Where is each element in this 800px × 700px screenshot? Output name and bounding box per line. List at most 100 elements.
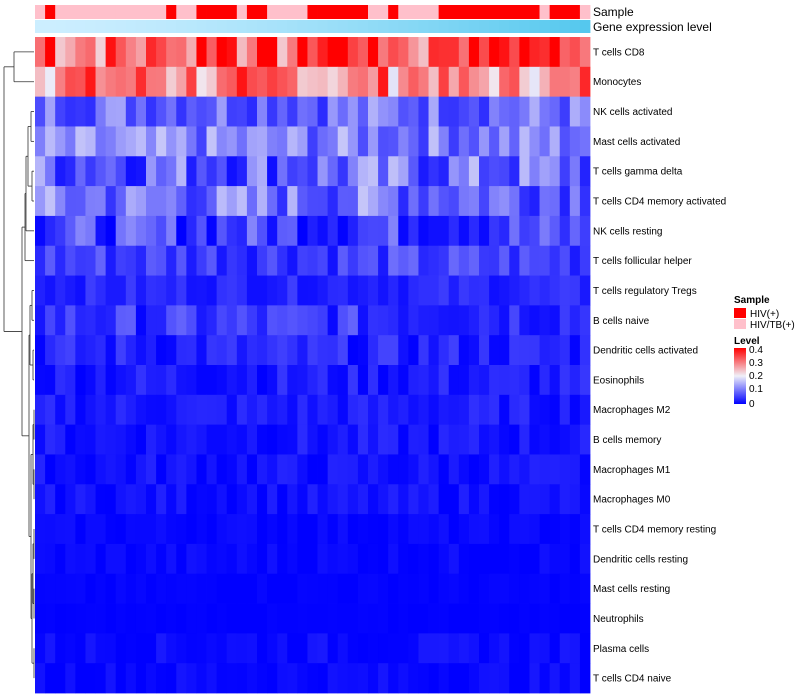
heatmap-cell: [428, 514, 440, 545]
heatmap-cell: [418, 215, 429, 247]
heatmap-cell: [186, 424, 197, 455]
row-label: T cells gamma delta: [593, 167, 683, 178]
heatmap-cell: [468, 126, 480, 157]
heatmap-cell: [438, 394, 450, 426]
heatmap-cell: [489, 186, 500, 217]
heatmap-cell: [489, 663, 500, 694]
heatmap-cell: [277, 156, 288, 187]
heatmap-cell: [55, 573, 66, 604]
heatmap-cell: [579, 37, 591, 68]
legend-tick-0.2: 0.2: [749, 371, 763, 382]
heatmap-cell: [95, 633, 107, 664]
heatmap-cell: [519, 245, 530, 276]
heatmap-cell: [166, 186, 177, 217]
heatmap-cell: [85, 186, 96, 217]
heatmap-cell: [236, 215, 248, 247]
heatmap-cell: [539, 66, 551, 98]
expression-annotation-cell: [267, 20, 278, 33]
heatmap-cell: [267, 186, 278, 217]
heatmap-cell: [398, 66, 409, 98]
heatmap-cell: [196, 394, 207, 426]
sample-annotation-cell: [135, 5, 147, 19]
heatmap-cell: [45, 215, 56, 247]
heatmap-cell: [176, 603, 187, 634]
heatmap-cell: [135, 37, 147, 68]
heatmap-cell: [337, 305, 349, 336]
heatmap-cell: [85, 335, 96, 366]
heatmap-cell: [479, 424, 490, 455]
heatmap-cell: [458, 156, 470, 187]
heatmap-cell: [579, 633, 591, 664]
heatmap-cell: [489, 156, 500, 187]
heatmap-cell: [378, 335, 389, 366]
heatmap-cell: [458, 603, 470, 634]
heatmap-cell: [448, 484, 460, 515]
sample-annotation-cell: [317, 5, 329, 19]
heatmap-cell: [448, 335, 460, 366]
heatmap-cell: [135, 633, 147, 664]
heatmap-cell: [226, 335, 238, 366]
expression-annotation-cell: [317, 20, 329, 33]
heatmap-cell: [115, 603, 127, 634]
heatmap-cell: [176, 215, 187, 247]
heatmap-cell: [166, 156, 177, 187]
heatmap-cell: [509, 66, 520, 98]
heatmap-cell: [35, 365, 46, 396]
sample-annotation-cell: [176, 5, 187, 19]
heatmap-cell: [206, 543, 218, 575]
heatmap-cell: [549, 633, 561, 664]
heatmap-cell: [347, 543, 359, 575]
heatmap-cell: [166, 305, 177, 336]
heatmap-cell: [368, 573, 379, 604]
heatmap-cell: [388, 126, 399, 157]
heatmap-cell: [438, 543, 450, 575]
heatmap-cell: [125, 186, 137, 217]
heatmap-cell: [115, 424, 127, 455]
heatmap-cell: [337, 573, 349, 604]
heatmap-cell: [267, 126, 278, 157]
heatmap-cell: [479, 573, 490, 604]
heatmap-cell: [408, 305, 419, 336]
row-label: NK cells activated: [593, 107, 672, 118]
heatmap-cell: [327, 365, 339, 396]
heatmap-cell: [448, 37, 460, 68]
heatmap-cell: [357, 96, 369, 127]
heatmap-cell: [579, 543, 591, 575]
heatmap-cell: [166, 514, 177, 545]
heatmap-cell: [55, 156, 66, 187]
sample-annotation-cell: [549, 5, 561, 19]
heatmap-cell: [569, 484, 581, 515]
heatmap-cell: [468, 633, 480, 664]
heatmap-cell: [287, 156, 298, 187]
heatmap-cell: [105, 394, 117, 426]
heatmap-cell: [146, 335, 157, 366]
heatmap-cell: [468, 573, 480, 604]
heatmap-cell: [257, 514, 268, 545]
heatmap-cell: [327, 186, 339, 217]
heatmap-cell: [115, 245, 127, 276]
heatmap-cell: [388, 633, 399, 664]
heatmap-cell: [347, 514, 359, 545]
heatmap-cell: [156, 365, 167, 396]
heatmap-cell: [146, 66, 157, 98]
heatmap-cell: [135, 66, 147, 98]
heatmap-cell: [156, 663, 167, 694]
heatmap-cell: [307, 156, 318, 187]
expression-annotation-cell: [519, 20, 530, 33]
sample-annotation-cell: [166, 5, 177, 19]
heatmap-cell: [519, 454, 530, 485]
heatmap-cell: [347, 573, 359, 604]
heatmap-cell: [468, 394, 480, 426]
heatmap-cell: [226, 156, 238, 187]
heatmap-cell: [489, 394, 500, 426]
heatmap-cell: [529, 245, 540, 276]
heatmap-cell: [559, 424, 571, 455]
heatmap-cell: [85, 156, 96, 187]
heatmap-cell: [468, 245, 480, 276]
sample-annotation-cell: [357, 5, 369, 19]
heatmap-cell: [438, 424, 450, 455]
heatmap-cell: [297, 365, 308, 396]
heatmap-cell: [368, 335, 379, 366]
heatmap-cell: [216, 394, 228, 426]
